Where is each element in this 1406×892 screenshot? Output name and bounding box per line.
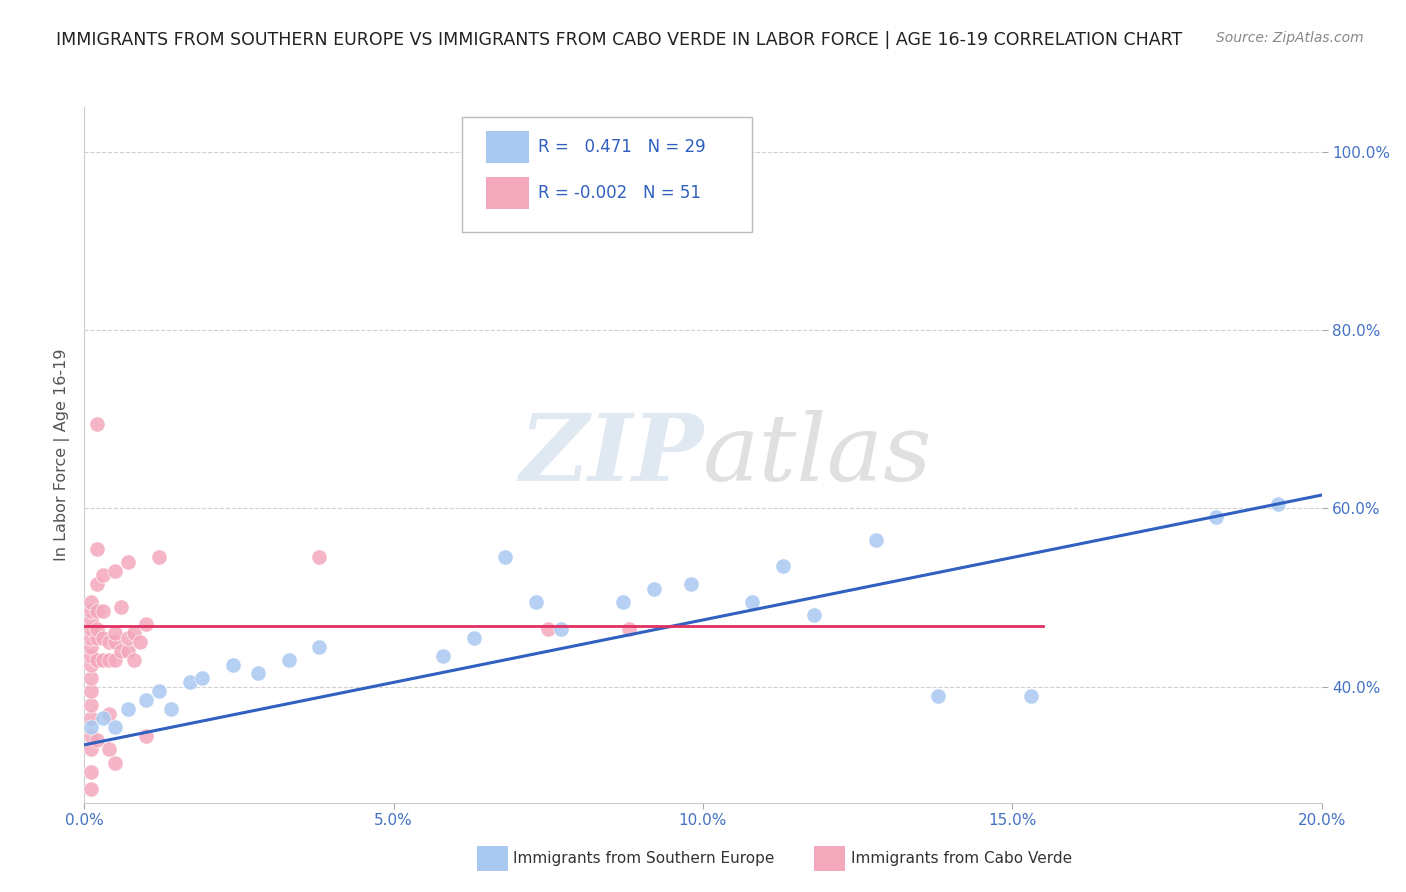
Point — [79, 711, 101, 725]
Point — [79, 720, 101, 734]
Point — [86, 733, 108, 747]
Point — [1267, 497, 1289, 511]
Point — [246, 666, 269, 681]
Point — [86, 417, 108, 431]
Point — [104, 720, 127, 734]
Point — [86, 631, 108, 645]
Point — [98, 635, 121, 649]
Text: IMMIGRANTS FROM SOUTHERN EUROPE VS IMMIGRANTS FROM CABO VERDE IN LABOR FORCE | A: IMMIGRANTS FROM SOUTHERN EUROPE VS IMMIG… — [56, 31, 1182, 49]
Text: ZIP: ZIP — [519, 410, 703, 500]
Point — [79, 671, 101, 685]
Point — [432, 648, 454, 663]
Point — [110, 599, 132, 614]
Point — [91, 653, 114, 667]
Point — [104, 653, 127, 667]
FancyBboxPatch shape — [486, 131, 529, 162]
Point — [79, 595, 101, 609]
Point — [86, 604, 108, 618]
Point — [79, 729, 101, 743]
Point — [79, 613, 101, 627]
Y-axis label: In Labor Force | Age 16-19: In Labor Force | Age 16-19 — [55, 349, 70, 561]
Point — [79, 657, 101, 672]
Point — [1205, 510, 1227, 524]
Point — [308, 640, 330, 654]
Point — [135, 729, 157, 743]
Point — [79, 742, 101, 756]
Text: Source: ZipAtlas.com: Source: ZipAtlas.com — [1216, 31, 1364, 45]
Point — [79, 622, 101, 636]
FancyBboxPatch shape — [486, 178, 529, 210]
Point — [91, 631, 114, 645]
Point — [79, 764, 101, 779]
Point — [803, 608, 825, 623]
Point — [104, 564, 127, 578]
Point — [98, 742, 121, 756]
Point — [91, 604, 114, 618]
Point — [494, 550, 516, 565]
Text: Immigrants from Cabo Verde: Immigrants from Cabo Verde — [851, 851, 1071, 865]
Point — [927, 689, 949, 703]
Point — [179, 675, 201, 690]
Point — [537, 622, 560, 636]
Point — [86, 653, 108, 667]
Point — [524, 595, 547, 609]
Point — [191, 671, 214, 685]
Point — [222, 657, 245, 672]
Point — [98, 706, 121, 721]
Point — [148, 550, 170, 565]
Point — [98, 653, 121, 667]
Point — [865, 533, 887, 547]
Point — [122, 626, 145, 640]
Point — [463, 631, 485, 645]
Point — [79, 631, 101, 645]
Point — [679, 577, 702, 591]
Point — [79, 684, 101, 698]
Point — [117, 644, 139, 658]
Point — [550, 622, 572, 636]
Point — [612, 595, 634, 609]
Point — [117, 555, 139, 569]
Text: R =   0.471   N = 29: R = 0.471 N = 29 — [538, 137, 706, 156]
Point — [79, 648, 101, 663]
Point — [308, 550, 330, 565]
Point — [148, 684, 170, 698]
Point — [104, 635, 127, 649]
Text: atlas: atlas — [703, 410, 932, 500]
Point — [86, 541, 108, 556]
Point — [104, 626, 127, 640]
Point — [79, 640, 101, 654]
Point — [79, 698, 101, 712]
Point — [117, 631, 139, 645]
Point — [1019, 689, 1042, 703]
Point — [110, 644, 132, 658]
Point — [277, 653, 299, 667]
FancyBboxPatch shape — [461, 118, 752, 232]
Point — [104, 756, 127, 770]
Point — [741, 595, 763, 609]
Point — [79, 604, 101, 618]
Point — [86, 577, 108, 591]
Point — [772, 559, 794, 574]
Point — [122, 653, 145, 667]
Point — [135, 693, 157, 707]
Text: Immigrants from Southern Europe: Immigrants from Southern Europe — [513, 851, 775, 865]
Point — [86, 622, 108, 636]
Point — [91, 711, 114, 725]
Point — [117, 702, 139, 716]
Point — [135, 617, 157, 632]
Point — [91, 568, 114, 582]
Point — [160, 702, 183, 716]
Point — [643, 582, 665, 596]
Point — [129, 635, 152, 649]
Point — [79, 782, 101, 797]
Text: R = -0.002   N = 51: R = -0.002 N = 51 — [538, 185, 702, 202]
Point — [617, 622, 640, 636]
